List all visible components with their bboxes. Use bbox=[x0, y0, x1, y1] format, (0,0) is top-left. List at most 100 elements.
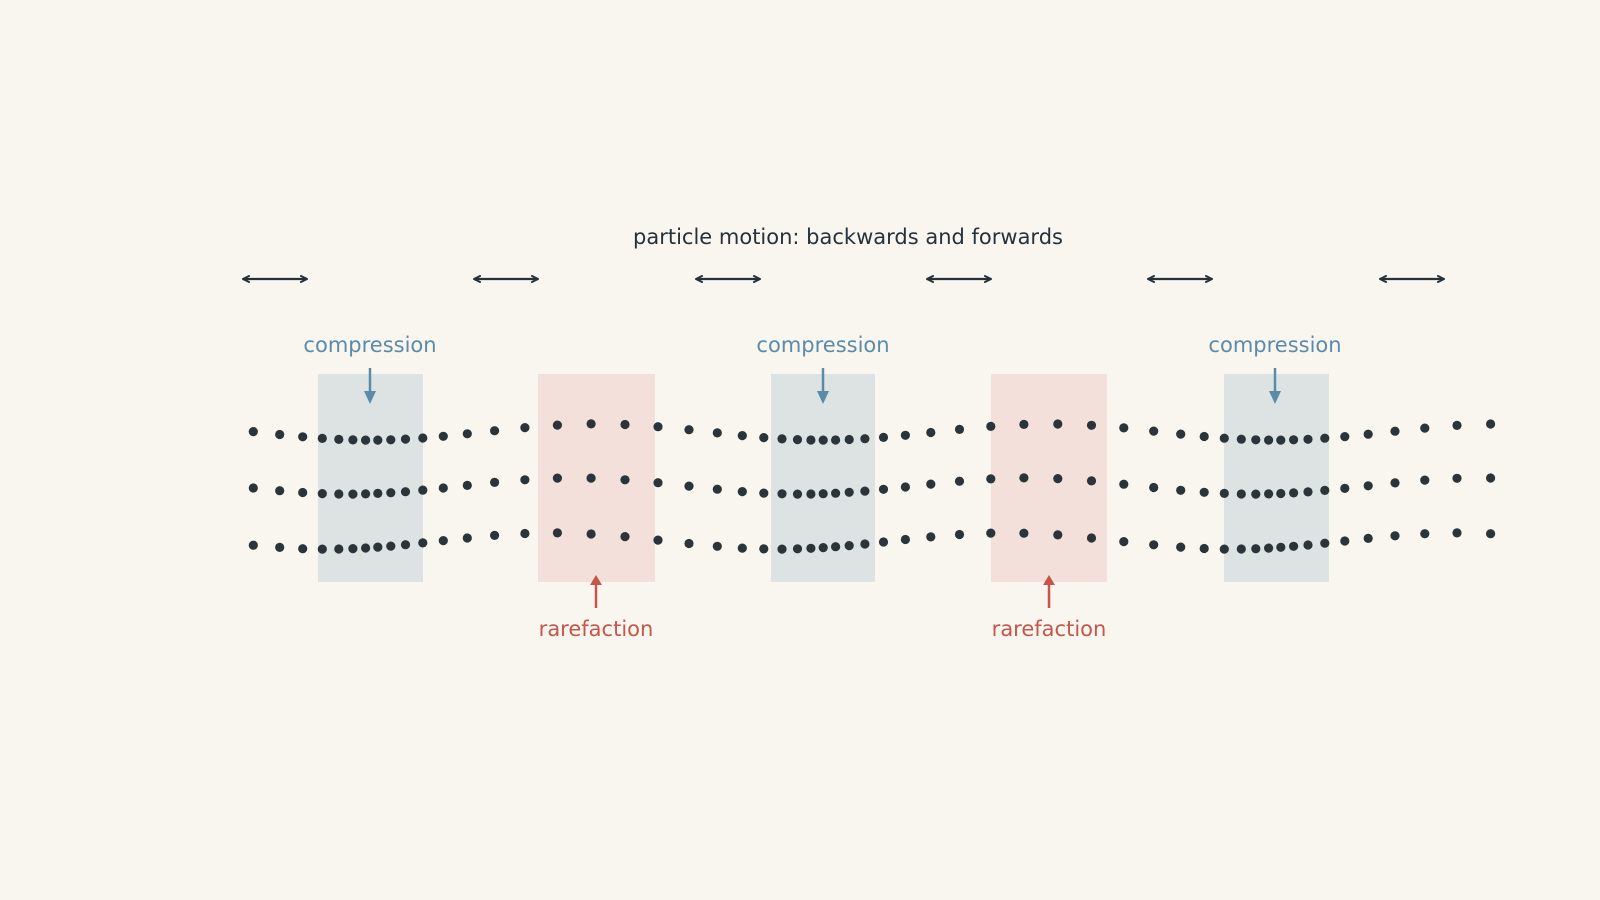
particle-dot bbox=[620, 475, 630, 485]
particle-dot bbox=[792, 435, 803, 445]
particle-dot bbox=[317, 489, 327, 499]
particle-dot bbox=[361, 435, 371, 445]
particle-dot bbox=[1390, 478, 1400, 488]
particle-dot bbox=[1320, 485, 1330, 495]
particle-dot bbox=[1452, 420, 1462, 430]
particle-dot bbox=[298, 544, 308, 554]
particle-dot bbox=[334, 544, 344, 554]
particle-dot bbox=[860, 539, 870, 549]
particle-dot bbox=[759, 488, 769, 498]
rarefaction-band bbox=[991, 374, 1107, 582]
particle-dot bbox=[1289, 435, 1299, 445]
particle-dot bbox=[1236, 489, 1246, 499]
particle-dot bbox=[986, 421, 996, 431]
particle-dot bbox=[1149, 426, 1159, 436]
diagram-title: particle motion: backwards and forwards bbox=[633, 225, 1063, 249]
particle-dot bbox=[1486, 529, 1496, 539]
particle-dot bbox=[1019, 419, 1029, 429]
particle-dot bbox=[348, 489, 358, 499]
particle-dot bbox=[462, 429, 472, 439]
particle-dot bbox=[1199, 431, 1209, 442]
particle-dot bbox=[1420, 475, 1430, 485]
particle-dot bbox=[1019, 473, 1029, 483]
particle-dot bbox=[248, 540, 258, 550]
particle-dot bbox=[1149, 482, 1159, 493]
particle-dot bbox=[298, 432, 308, 442]
particle-dot bbox=[1390, 531, 1400, 541]
particle-dot bbox=[818, 489, 828, 499]
particle-dot bbox=[1119, 537, 1129, 547]
particle-dot bbox=[1340, 432, 1350, 442]
particle-dot bbox=[520, 475, 530, 485]
particle-dot bbox=[777, 544, 787, 554]
particle-dot bbox=[1251, 544, 1261, 554]
particle-dot bbox=[926, 479, 936, 489]
particle-dot bbox=[712, 484, 722, 494]
down-arrow-icon bbox=[364, 368, 376, 404]
particle-dot bbox=[1276, 435, 1286, 445]
particle-dot bbox=[620, 532, 630, 542]
particle-dot bbox=[831, 488, 841, 498]
particle-dot bbox=[806, 543, 816, 553]
particle-dot bbox=[1119, 479, 1129, 489]
particle-dot bbox=[831, 435, 841, 445]
particle-dot bbox=[586, 473, 596, 483]
particle-dot bbox=[1363, 481, 1373, 491]
particle-dot bbox=[298, 487, 308, 498]
particle-dot bbox=[438, 483, 448, 493]
particle-dot bbox=[684, 481, 694, 491]
particle-dot bbox=[1452, 528, 1462, 538]
particle-dot bbox=[1053, 419, 1063, 429]
particle-dot bbox=[737, 431, 747, 441]
particle-dot bbox=[954, 529, 965, 540]
particle-dot bbox=[878, 537, 889, 547]
particle-dot bbox=[552, 420, 563, 430]
particle-dot bbox=[418, 538, 428, 548]
particle-dot bbox=[954, 476, 965, 486]
down-arrow-icon bbox=[1269, 368, 1281, 404]
particle-dot bbox=[986, 474, 996, 484]
particle-dot bbox=[418, 433, 428, 443]
particle-dot bbox=[552, 528, 563, 538]
particle-dot bbox=[806, 435, 816, 445]
particle-dot bbox=[373, 542, 383, 552]
particle-dot bbox=[520, 423, 530, 433]
particle-dot bbox=[818, 435, 828, 445]
particle-dot bbox=[438, 536, 448, 546]
particle-dot bbox=[900, 534, 911, 545]
particle-dot bbox=[1276, 542, 1286, 552]
particle-dot bbox=[386, 541, 396, 551]
particle-dot bbox=[926, 427, 936, 438]
particle-dot bbox=[373, 435, 383, 445]
particle-dot bbox=[1176, 542, 1186, 552]
particle-dot bbox=[1086, 420, 1097, 430]
particle-dot bbox=[1251, 489, 1261, 499]
particle-dot bbox=[1320, 538, 1330, 548]
particle-dot bbox=[490, 477, 500, 487]
particle-dot bbox=[586, 529, 596, 539]
particle-dot bbox=[653, 478, 663, 488]
particle-dot bbox=[1452, 473, 1462, 483]
particle-dot bbox=[1219, 488, 1229, 498]
particle-dot bbox=[348, 544, 358, 554]
particle-dot bbox=[831, 542, 841, 552]
particle-dot bbox=[348, 435, 358, 445]
compression-band bbox=[318, 374, 423, 582]
particle-dot bbox=[248, 427, 258, 437]
particle-dot bbox=[386, 488, 396, 498]
particle-dot bbox=[986, 528, 996, 538]
particle-dot bbox=[317, 544, 327, 554]
particle-dot bbox=[361, 489, 371, 499]
particle-dot bbox=[792, 544, 803, 554]
particle-dot bbox=[248, 483, 258, 493]
particle-dot bbox=[462, 480, 472, 490]
particle-dot bbox=[1264, 489, 1274, 499]
particle-dot bbox=[1149, 540, 1159, 550]
particle-dot bbox=[900, 482, 911, 492]
particle-dot bbox=[806, 489, 816, 499]
particle-dot bbox=[386, 435, 396, 445]
particle-dot bbox=[1219, 544, 1229, 554]
particle-dot bbox=[737, 487, 747, 497]
particle-dot bbox=[1303, 434, 1313, 444]
